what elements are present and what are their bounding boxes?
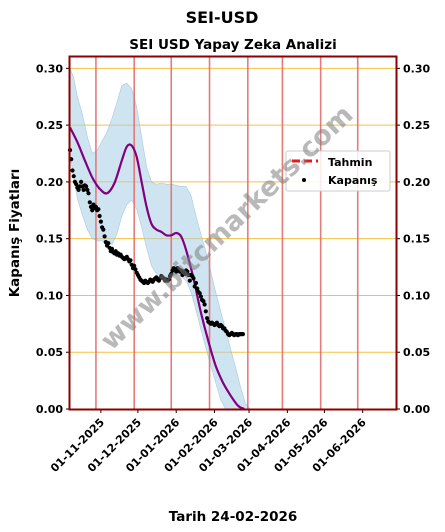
y-tick-label-left: 0.15 (36, 233, 63, 246)
y-tick-label-left: 0.00 (36, 403, 63, 416)
closing-point (102, 234, 107, 239)
legend-closing-swatch (302, 178, 306, 182)
closing-point (106, 241, 111, 246)
y-tick-label-right: 0.05 (403, 346, 430, 359)
closing-point (240, 332, 245, 337)
closing-point (87, 200, 92, 205)
closing-point (79, 179, 84, 184)
closing-point (193, 280, 199, 286)
closing-point (96, 207, 101, 212)
y-tick-label-left: 0.10 (36, 289, 63, 302)
legend-closing-label: Kapanış (328, 174, 378, 187)
closing-point (86, 191, 91, 196)
closing-point (198, 294, 203, 299)
closing-point (202, 302, 207, 307)
closing-point (205, 316, 210, 321)
y-tick-label-left: 0.25 (36, 119, 63, 132)
closing-point (70, 168, 75, 173)
x-axis-label: Tarih 24-02-2026 (169, 509, 298, 525)
y-axis-label: Kapanış Fiyatları (7, 169, 23, 298)
closing-point (197, 291, 202, 296)
y-tick-label-left: 0.30 (36, 62, 63, 75)
closing-point (185, 269, 190, 274)
closing-point (71, 174, 76, 179)
closing-point (109, 246, 115, 251)
closing-point (191, 276, 196, 281)
closing-point (97, 213, 102, 219)
closing-point (84, 184, 89, 189)
forecast-line (69, 126, 245, 410)
closing-point (187, 278, 192, 283)
closing-point (201, 299, 206, 304)
closing-point (85, 187, 90, 192)
y-tick-label-right: 0.25 (403, 119, 430, 132)
legend: Tahmin Kapanış (285, 150, 391, 192)
closing-point (128, 258, 133, 263)
closing-point (81, 187, 86, 192)
closing-point (169, 271, 174, 276)
y-tick-label-right: 0.20 (403, 176, 430, 189)
chart-title: SEI USD Yapay Zeka Analizi (129, 37, 336, 53)
y-tick-label-right: 0.30 (403, 62, 430, 75)
closing-point (132, 263, 137, 268)
y-tick-label-right: 0.00 (403, 403, 430, 416)
closing-point (101, 227, 106, 232)
closing-point (195, 286, 200, 291)
closing-point (76, 187, 81, 192)
plot-area: 0.00 0.00 0.05 0.05 0.10 0.10 0.15 0.15 0.20 0.20… (36, 57, 430, 475)
closing-point (133, 267, 138, 272)
closing-point (98, 219, 103, 224)
chart-suptitle: SEI-USD (186, 8, 259, 27)
closing-point (166, 277, 171, 282)
plot-frame (68, 55, 398, 411)
closing-point (74, 182, 79, 187)
y-tick-label-left: 0.20 (36, 176, 63, 189)
y-tick-label-left: 0.05 (36, 346, 63, 359)
y-tick-label-right: 0.15 (403, 233, 430, 246)
legend-forecast-label: Tahmin (328, 156, 372, 169)
closing-point (203, 309, 208, 314)
y-tick-label-right: 0.10 (403, 289, 430, 302)
